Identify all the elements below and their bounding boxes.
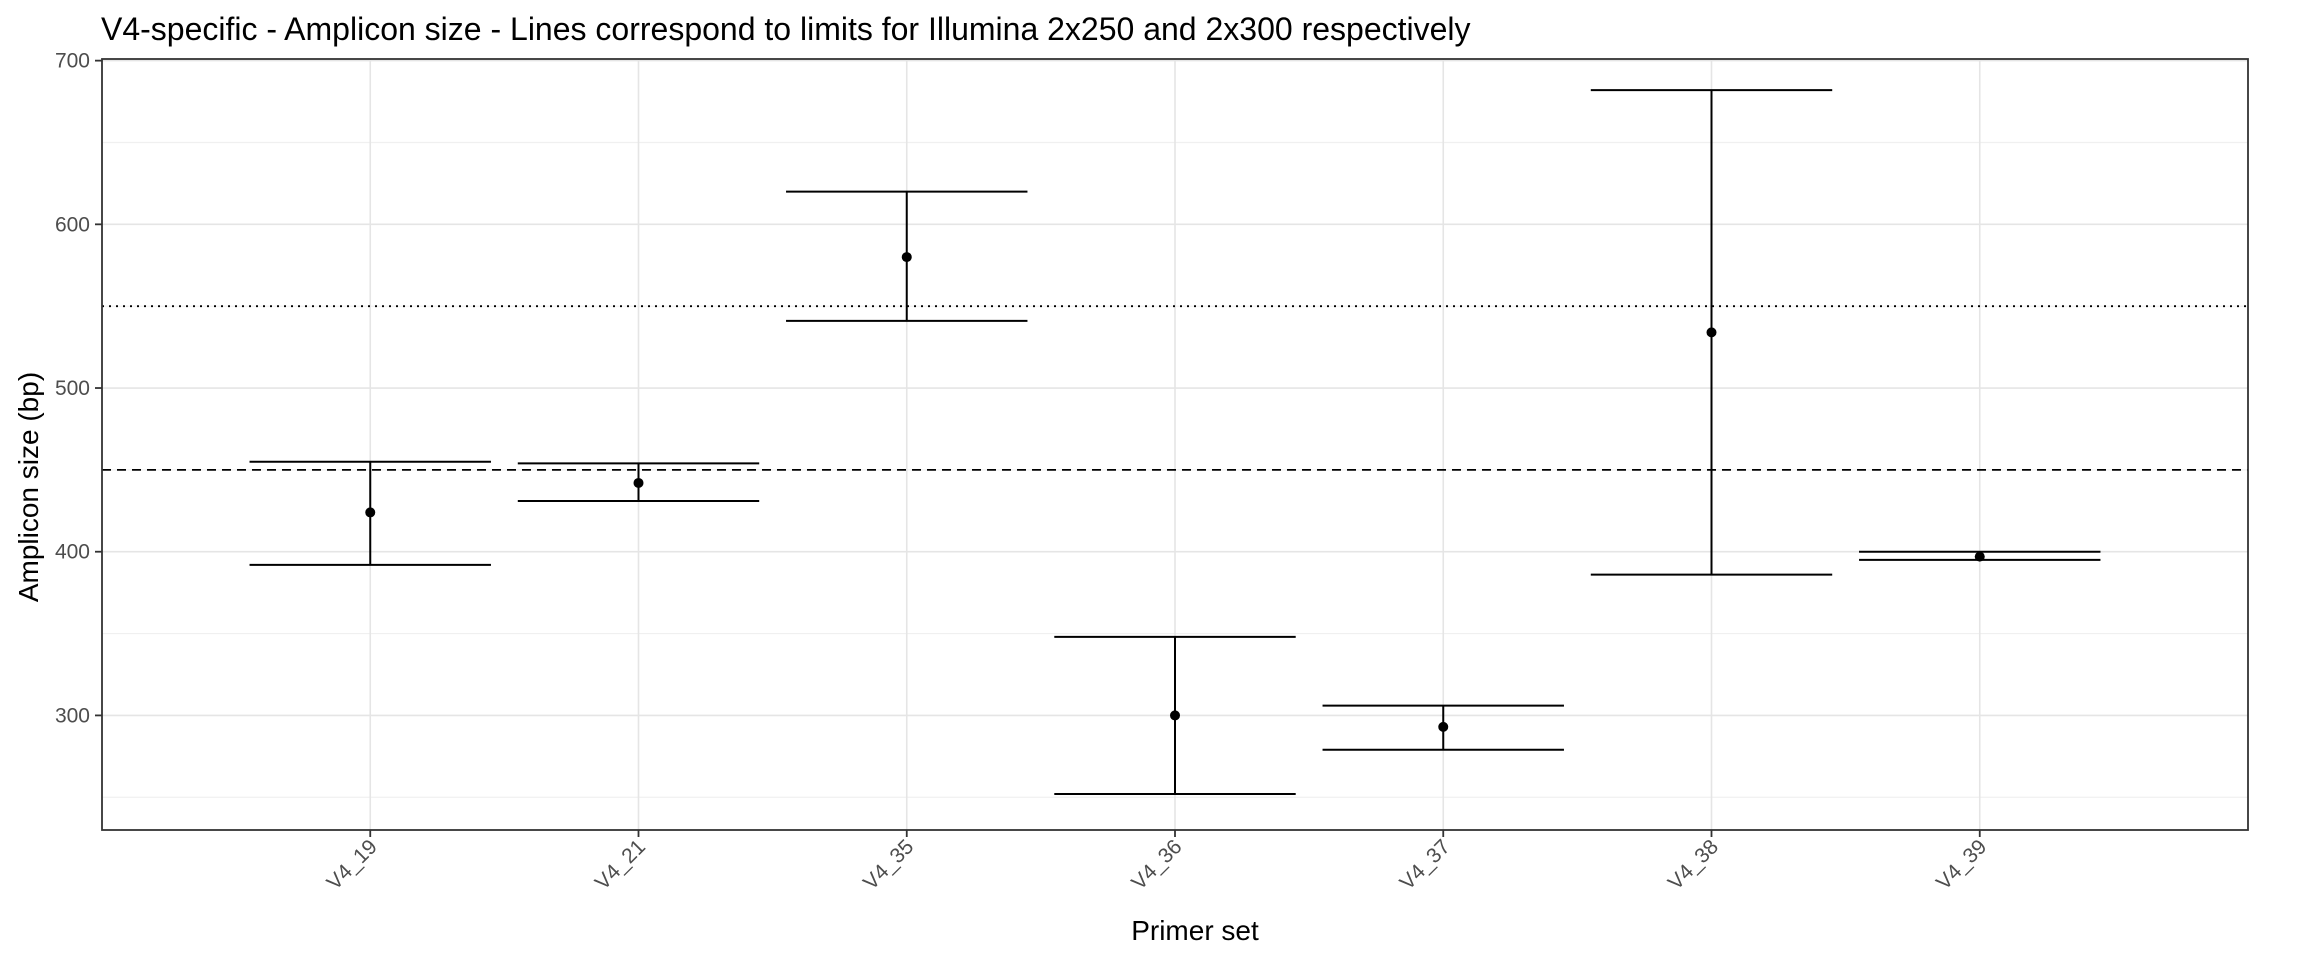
chart-title: V4-specific - Amplicon size - Lines corr…: [101, 11, 1471, 47]
y-tick-label: 500: [55, 377, 90, 400]
x-tick-label: V4_37: [1396, 835, 1455, 894]
x-tick-label: V4_36: [1127, 835, 1186, 894]
x-axis-title: Primer set: [1131, 915, 1259, 946]
reference-lines: [102, 305, 2248, 471]
y-tick-label: 700: [55, 50, 90, 73]
errorbar-V4_35: [786, 190, 1028, 322]
y-tick-label: 300: [55, 704, 90, 727]
x-tick-label: V4_39: [1932, 835, 1991, 894]
y-tick-label: 600: [55, 213, 90, 236]
mean-point: [365, 507, 376, 518]
y-tick-label: 400: [55, 541, 90, 564]
mean-point: [901, 252, 912, 263]
x-tick-label: V4_21: [591, 835, 650, 894]
errorbar-V4_36: [1054, 635, 1296, 795]
errorbar-V4_21: [517, 462, 760, 502]
x-tick-label: V4_35: [859, 835, 918, 894]
errorbar-V4_19: [249, 460, 491, 566]
mean-point: [1974, 551, 1985, 562]
x-tick-label: V4_19: [323, 835, 382, 894]
errorbar-V4_37: [1322, 704, 1564, 751]
mean-point: [1438, 721, 1449, 732]
y-axis-title: Amplicon size (bp): [13, 372, 44, 602]
mean-point: [633, 477, 644, 488]
mean-point: [1706, 327, 1717, 338]
errorbar-V4_38: [1590, 89, 1833, 576]
error-bars: [249, 89, 2101, 795]
mean-point: [1170, 710, 1180, 721]
x-tick-label: V4_38: [1664, 835, 1723, 894]
errorbar-V4_39: [1859, 550, 2101, 562]
